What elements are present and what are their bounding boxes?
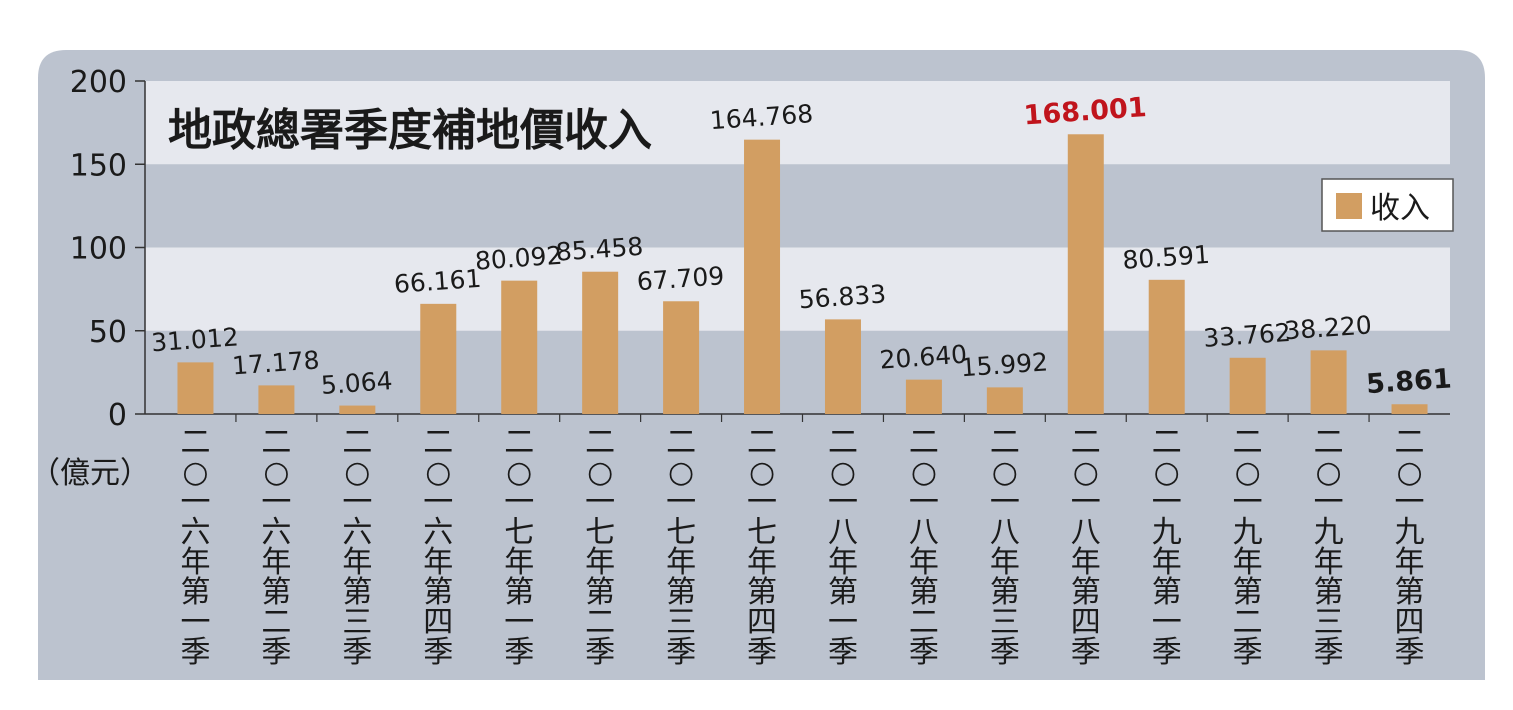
y-tick-label: 150 bbox=[70, 148, 127, 183]
bar bbox=[1310, 350, 1347, 414]
data-label: 80.092 bbox=[474, 241, 563, 276]
x-tick-label: 二○一九年第三季 bbox=[1314, 425, 1344, 670]
bar bbox=[905, 379, 942, 414]
bar bbox=[744, 139, 781, 414]
x-tick-label: 二○一六年第一季 bbox=[180, 425, 210, 670]
legend-label: 收入 bbox=[1370, 191, 1430, 226]
grid-band bbox=[145, 164, 1450, 248]
x-tick-label: 二○一九年第一季 bbox=[1152, 425, 1182, 670]
y-tick-label: 50 bbox=[89, 315, 127, 350]
bar bbox=[1229, 357, 1266, 414]
data-label: 15.992 bbox=[960, 347, 1049, 382]
grid-band bbox=[145, 247, 1450, 331]
data-label: 56.833 bbox=[798, 279, 887, 314]
data-label: 66.161 bbox=[393, 264, 482, 299]
grid-band bbox=[145, 81, 1450, 165]
data-label: 33.762 bbox=[1202, 318, 1291, 353]
y-tick-label: 100 bbox=[70, 232, 127, 267]
bar bbox=[582, 271, 619, 414]
x-tick-label: 二○一六年第二季 bbox=[261, 425, 291, 670]
x-tick-label: 二○一九年第二季 bbox=[1233, 425, 1263, 670]
bar bbox=[824, 319, 861, 414]
bar bbox=[501, 280, 538, 414]
bar bbox=[663, 301, 700, 414]
bars bbox=[177, 134, 1428, 415]
y-axis-unit-label: （億元） bbox=[30, 456, 150, 491]
data-label: 31.012 bbox=[150, 322, 239, 357]
data-label: 5.064 bbox=[320, 366, 393, 400]
y-tick-labels: 0 50 100 150 200 bbox=[70, 65, 127, 433]
y-tick-label: 0 bbox=[108, 398, 127, 433]
data-label: 164.768 bbox=[709, 99, 814, 135]
bar bbox=[420, 303, 457, 414]
chart-title: 地政總署季度補地價收入 bbox=[168, 105, 652, 156]
data-label: 80.591 bbox=[1121, 240, 1210, 275]
x-tick-label: 二○一六年第四季 bbox=[423, 425, 453, 670]
x-tick-label: 二○一八年第一季 bbox=[828, 425, 858, 670]
bar bbox=[1067, 134, 1104, 415]
x-tick-label: 二○一七年第一季 bbox=[504, 425, 534, 670]
x-tick-label: 二○一八年第四季 bbox=[1071, 425, 1101, 670]
data-label: 5.861 bbox=[1365, 363, 1452, 400]
bar bbox=[1148, 279, 1185, 414]
data-label: 20.640 bbox=[879, 340, 968, 375]
x-tick-labels: 二○一六年第一季 二○一六年第二季 二○一六年第三季 二○一六年第四季 二○一七年第一季… bbox=[180, 425, 1424, 670]
data-label: 85.458 bbox=[555, 232, 644, 267]
bar bbox=[258, 385, 295, 414]
data-label: 67.709 bbox=[636, 261, 725, 296]
bar bbox=[986, 387, 1023, 414]
data-label: 17.178 bbox=[231, 345, 320, 380]
x-tick-label: 二○一六年第三季 bbox=[342, 425, 372, 670]
y-tick-label: 200 bbox=[70, 65, 127, 100]
x-tick-label: 二○一八年第三季 bbox=[990, 425, 1020, 670]
x-tick-label: 二○一八年第二季 bbox=[909, 425, 939, 670]
x-tick-label: 二○一九年第四季 bbox=[1395, 425, 1425, 670]
bar bbox=[339, 405, 376, 414]
legend: 收入 bbox=[1321, 178, 1454, 232]
x-tick-label: 二○一七年第四季 bbox=[747, 425, 777, 670]
legend-swatch bbox=[1336, 193, 1362, 219]
bar bbox=[1391, 404, 1428, 414]
x-tick-label: 二○一七年第二季 bbox=[585, 425, 615, 670]
data-label: 38.220 bbox=[1283, 310, 1372, 345]
bar bbox=[177, 362, 214, 414]
x-tick-label: 二○一七年第三季 bbox=[666, 425, 696, 670]
